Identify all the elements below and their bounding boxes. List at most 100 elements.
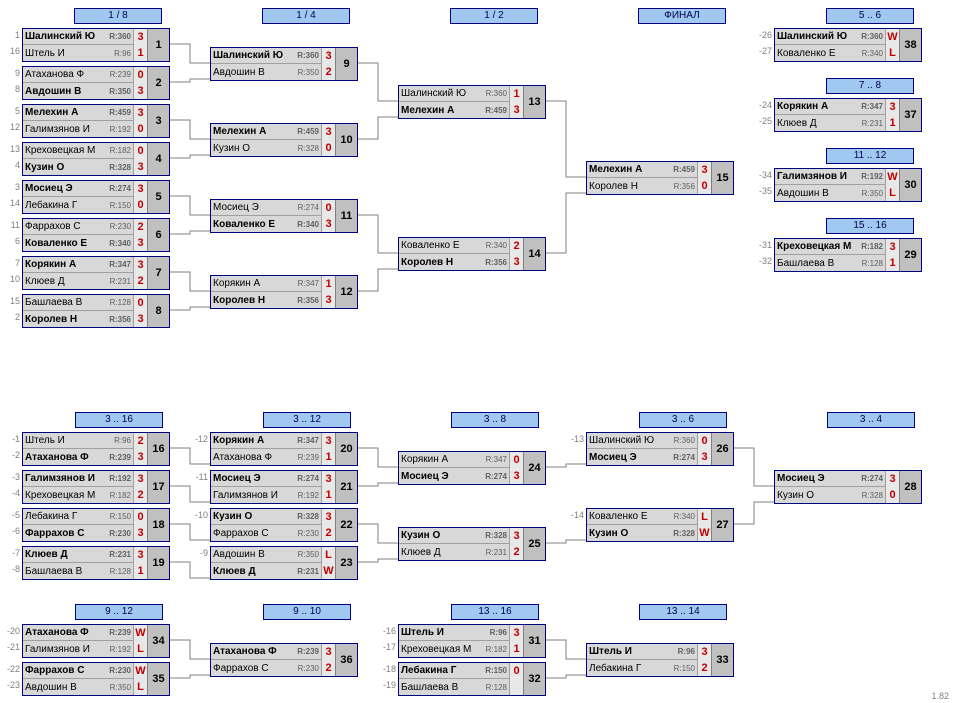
player-row: Фаррахов СR:2302 [23,219,147,235]
seed-label: -18 [378,664,396,674]
player-row: Корякин АR:3473 [211,433,335,449]
player-row: Лебакина ГR:1500 [23,197,147,213]
match: Кузин ОR:3283Фаррахов СR:230222 [210,508,358,542]
player-score: 3 [133,525,147,541]
player-row: Кузин ОR:3283 [23,159,147,175]
match: Шалинский ЮR:3600Мосиец ЭR:274326 [586,432,734,466]
seed-label: -8 [2,564,20,574]
seed-label: -23 [2,680,20,690]
player-name: Мосиец Э [211,202,293,213]
player-name: Фаррахов С [23,528,105,539]
player-score: 2 [133,219,147,235]
player-row: Башлаева ВR:128 [399,679,523,695]
player-row: Мелехин АR:4593 [23,105,147,121]
player-score: W [133,625,147,641]
seed-label: 13 [2,144,20,154]
stage-header: 3 .. 4 [827,412,915,428]
player-rating: R:328 [105,163,133,172]
player-score: 0 [133,67,147,83]
player-row: Авдошин ВR:350L [211,547,335,563]
match: Корякин АR:3473Атаханова ФR:239120 [210,432,358,466]
player-score: 3 [133,257,147,273]
player-row: Корякин АR:3470 [399,452,523,468]
player-rating: R:340 [669,512,697,521]
seed-label: 6 [2,236,20,246]
player-name: Галимзянов И [23,644,105,655]
player-name: Атаханова Ф [23,452,105,463]
seed-label: -3 [2,472,20,482]
player-name: Мосиец Э [399,471,481,482]
match-id: 19 [147,547,169,579]
player-name: Фаррахов С [23,665,105,676]
player-rating: R:328 [481,531,509,540]
match-id: 15 [711,162,733,194]
player-row: Авдошин ВR:3503 [23,83,147,99]
player-name: Коваленко Е [211,219,293,230]
player-score: W [133,663,147,679]
player-name: Мелехин А [587,164,669,175]
player-name: Креховецкая М [399,644,481,655]
seed-label: -26 [754,30,772,40]
match-id: 29 [899,239,921,271]
player-row: Коваленко ЕR:340L [775,45,899,61]
stage-header: 3 .. 16 [75,412,163,428]
player-name: Штель И [23,48,105,59]
player-name: Атаханова Ф [211,646,293,657]
player-rating: R:328 [669,529,697,538]
match-id: 7 [147,257,169,289]
player-rating: R:328 [857,491,885,500]
player-row: Кузин ОR:328W [587,525,711,541]
player-rating: R:360 [293,51,321,60]
stage-header: 13 .. 14 [639,604,727,620]
player-rating: R:150 [105,201,133,210]
player-row: Шалинский ЮR:360W [775,29,899,45]
player-name: Королев Н [23,314,105,325]
match-id: 2 [147,67,169,99]
player-score: 3 [133,311,147,327]
player-name: Королев Н [211,295,293,306]
player-score: 2 [133,433,147,449]
seed-label: -22 [2,664,20,674]
seed-label: -27 [754,46,772,56]
player-name: Кузин О [211,143,293,154]
match: Коваленко ЕR:340LКузин ОR:328W27 [586,508,734,542]
player-name: Коваленко Е [23,238,105,249]
seed-label: -35 [754,186,772,196]
match-id: 35 [147,663,169,695]
player-row: Королев НR:3560 [587,178,711,194]
match: Фаррахов СR:2302Коваленко ЕR:34036 [22,218,170,252]
player-score: 3 [509,528,523,544]
player-score: 3 [885,471,899,487]
player-name: Авдошин В [23,86,105,97]
player-name: Атаханова Ф [211,452,293,463]
match-id: 13 [523,86,545,118]
player-rating: R:459 [105,108,133,117]
player-score: 3 [133,159,147,175]
seed-label: -24 [754,100,772,110]
seed-label: -20 [2,626,20,636]
player-name: Башлаева В [775,258,857,269]
player-score: 1 [133,563,147,579]
player-name: Кузин О [587,528,669,539]
player-score: 0 [697,433,711,449]
player-name: Лебакина Г [399,665,481,676]
match-id: 14 [523,238,545,270]
player-row: Лебакина ГR:1500 [23,509,147,525]
player-row: Клюев ДR:231W [211,563,335,579]
player-name: Корякин А [775,101,857,112]
match: Коваленко ЕR:3402Королев НR:356314 [398,237,546,271]
player-rating: R:274 [293,203,321,212]
player-score: 2 [509,238,523,254]
seed-label: -13 [566,434,584,444]
player-rating: R:182 [105,491,133,500]
player-name: Штель И [23,435,105,446]
match: Галимзянов ИR:1923Креховецкая МR:182217 [22,470,170,504]
player-name: Корякин А [211,278,293,289]
player-row: Корякин АR:3471 [211,276,335,292]
match-id: 22 [335,509,357,541]
player-name: Кузин О [211,511,293,522]
match: Креховецкая МR:1823Башлаева ВR:128129 [774,238,922,272]
player-name: Башлаева В [23,566,105,577]
player-score: 1 [321,449,335,465]
player-score: L [133,679,147,695]
